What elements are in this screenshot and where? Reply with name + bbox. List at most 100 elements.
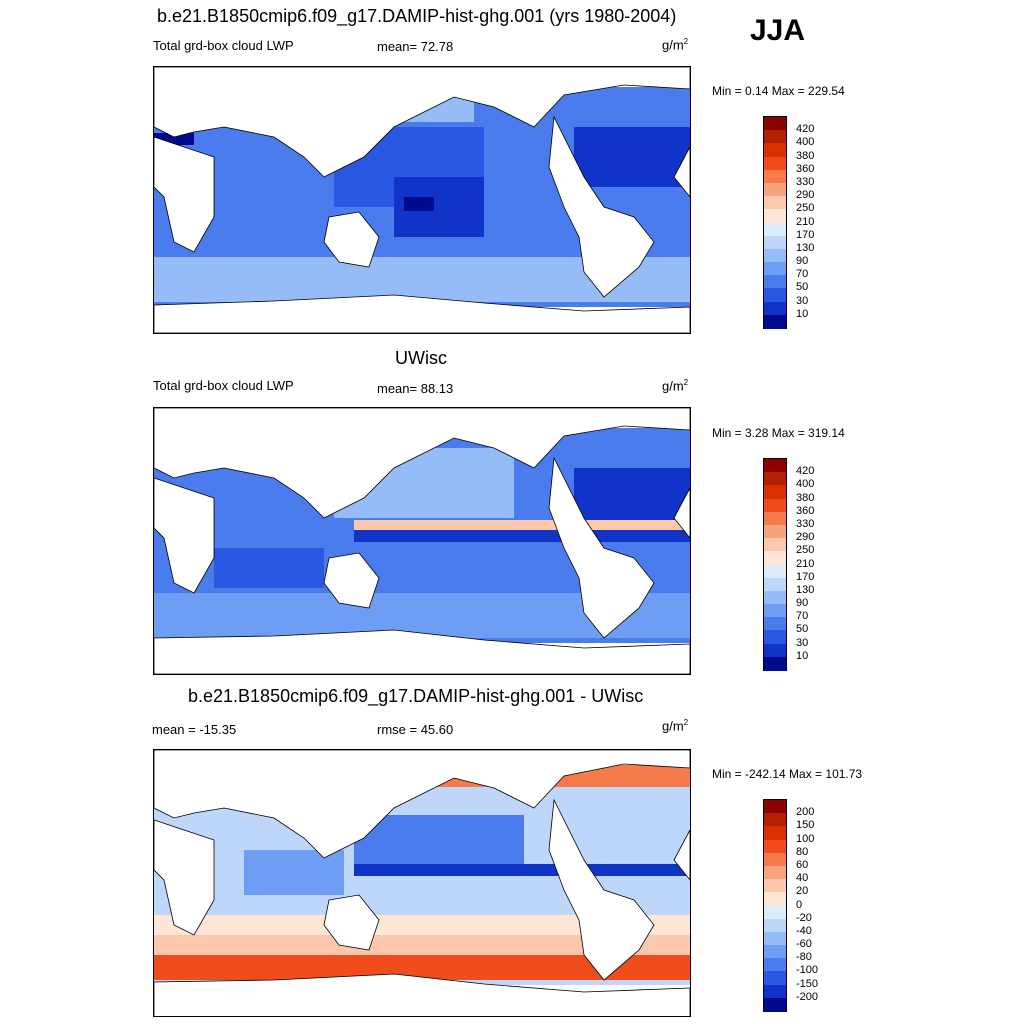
colorbar-swatch	[764, 551, 786, 565]
panel2-variable-label: Total grd-box cloud LWP	[153, 378, 294, 393]
colorbar-tick-label: 360	[796, 162, 815, 175]
colorbar-swatch	[764, 958, 786, 972]
panel3-rmse-label: rmse = 45.60	[377, 722, 454, 737]
colorbar-tick-label: 70	[796, 610, 809, 623]
panel1-units: g/m2	[662, 37, 689, 53]
panel3-mean-label: mean = -15.35	[152, 722, 237, 737]
colorbar-tick-label: 210	[796, 215, 815, 228]
colorbar-swatch	[764, 143, 786, 158]
colorbar-tick-label: 100	[796, 832, 815, 845]
colorbar-tick-label: 360	[796, 504, 815, 517]
colorbar-swatch	[764, 839, 786, 854]
colorbar-tick-label: 90	[796, 255, 809, 268]
colorbar-tick-label: 40	[796, 872, 809, 885]
colorbar-tick-label: 250	[796, 544, 815, 557]
colorbar-swatch	[764, 945, 786, 959]
colorbar-swatch	[764, 262, 786, 276]
colorbar-tick-label: 380	[796, 491, 815, 504]
colorbar-swatch	[764, 604, 786, 618]
colorbar-swatch	[764, 235, 786, 250]
colorbar-tick-label: 130	[796, 241, 815, 254]
colorbar-tick-label: 20	[796, 885, 809, 898]
colorbar-swatch	[764, 656, 786, 671]
colorbar-swatch	[764, 577, 786, 592]
colorbar-swatch	[764, 538, 786, 552]
panel1-variable-label: Total grd-box cloud LWP	[153, 38, 294, 53]
colorbar-tick-label: -100	[796, 964, 819, 977]
colorbar-swatch	[764, 997, 786, 1012]
colorbar-tick-label: 290	[796, 531, 815, 544]
colorbar-swatch	[764, 196, 786, 210]
colorbar-swatch	[764, 800, 786, 814]
colorbar-tick-label: 170	[796, 570, 815, 583]
colorbar-tick-label: 400	[796, 478, 815, 491]
colorbar-swatch	[764, 117, 786, 131]
colorbar-swatch	[764, 918, 786, 933]
colorbar-swatch	[764, 852, 786, 867]
colorbar-tick-label: 0	[796, 898, 803, 911]
colorbar-tick-label: 170	[796, 228, 815, 241]
season-label: JJA	[750, 14, 806, 47]
colorbar-tick-label: -150	[796, 977, 819, 990]
colorbar-tick-label: -40	[796, 924, 812, 937]
colorbar-tick-label: 420	[796, 123, 815, 136]
colorbar-tick-label: 10	[796, 649, 809, 662]
colorbar-swatch	[764, 314, 786, 329]
colorbar-tick-label: 10	[796, 307, 809, 320]
colorbar-swatch	[764, 130, 786, 144]
panel1-title: b.e21.B1850cmip6.f09_g17.DAMIP-hist-ghg.…	[157, 6, 677, 26]
colorbar-tick-label: 50	[796, 623, 809, 636]
colorbar-tick-label: 150	[796, 819, 815, 832]
colorbar-swatch	[764, 301, 786, 316]
colorbar-tick-label: -200	[796, 990, 819, 1003]
colorbar-tick-label: 80	[796, 845, 809, 858]
colorbar-swatch	[764, 288, 786, 303]
colorbar-tick-label: -80	[796, 951, 812, 964]
colorbar-swatch	[764, 984, 786, 999]
panel1-min-max: Min = 0.14 Max = 229.54	[712, 84, 845, 98]
colorbar-swatch	[764, 275, 786, 289]
colorbar-tick-label: -60	[796, 938, 812, 951]
colorbar-tick-label: 330	[796, 175, 815, 188]
colorbar-tick-label: 30	[796, 636, 809, 649]
colorbar-tick-label: 90	[796, 597, 809, 610]
colorbar-swatch	[764, 511, 786, 526]
panel1-colorbar	[763, 116, 787, 329]
colorbar-swatch	[764, 564, 786, 579]
panel3-map-svg	[154, 750, 690, 1016]
colorbar-swatch	[764, 617, 786, 631]
colorbar-tick-label: 420	[796, 465, 815, 478]
colorbar-swatch	[764, 931, 786, 946]
colorbar-swatch	[764, 248, 786, 263]
colorbar-swatch	[764, 971, 786, 986]
colorbar-swatch	[764, 156, 786, 171]
panel3-title: b.e21.B1850cmip6.f09_g17.DAMIP-hist-ghg.…	[188, 686, 644, 706]
colorbar-swatch	[764, 524, 786, 539]
panel2-title: UWisc	[395, 348, 447, 368]
panel3-map	[153, 749, 691, 1017]
colorbar-tick-label: 50	[796, 281, 809, 294]
colorbar-tick-label: 130	[796, 583, 815, 596]
colorbar-tick-label: 330	[796, 517, 815, 530]
colorbar-swatch	[764, 879, 786, 893]
panel1-map	[153, 66, 691, 334]
colorbar-swatch	[764, 892, 786, 906]
panel3-min-max: Min = -242.14 Max = 101.73	[712, 767, 863, 781]
colorbar-swatch	[764, 865, 786, 880]
colorbar-swatch	[764, 459, 786, 473]
colorbar-tick-label: 60	[796, 858, 809, 871]
colorbar-swatch	[764, 813, 786, 827]
colorbar-swatch	[764, 590, 786, 605]
panel2-map	[153, 407, 691, 675]
colorbar-tick-label: -20	[796, 911, 812, 924]
colorbar-swatch	[764, 643, 786, 658]
colorbar-swatch	[764, 222, 786, 237]
colorbar-tick-label: 380	[796, 149, 815, 162]
colorbar-tick-label: 70	[796, 268, 809, 281]
colorbar-swatch	[764, 630, 786, 645]
colorbar-swatch	[764, 169, 786, 184]
colorbar-swatch	[764, 905, 786, 920]
panel2-colorbar	[763, 458, 787, 671]
colorbar-swatch	[764, 826, 786, 841]
panel3-colorbar	[763, 799, 787, 1012]
